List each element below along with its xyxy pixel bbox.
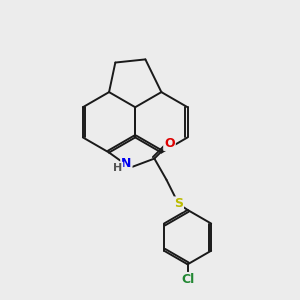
Text: O: O — [164, 137, 175, 150]
Text: N: N — [121, 157, 132, 170]
Text: Cl: Cl — [181, 273, 194, 286]
Text: H: H — [113, 163, 122, 172]
Text: S: S — [174, 197, 183, 210]
